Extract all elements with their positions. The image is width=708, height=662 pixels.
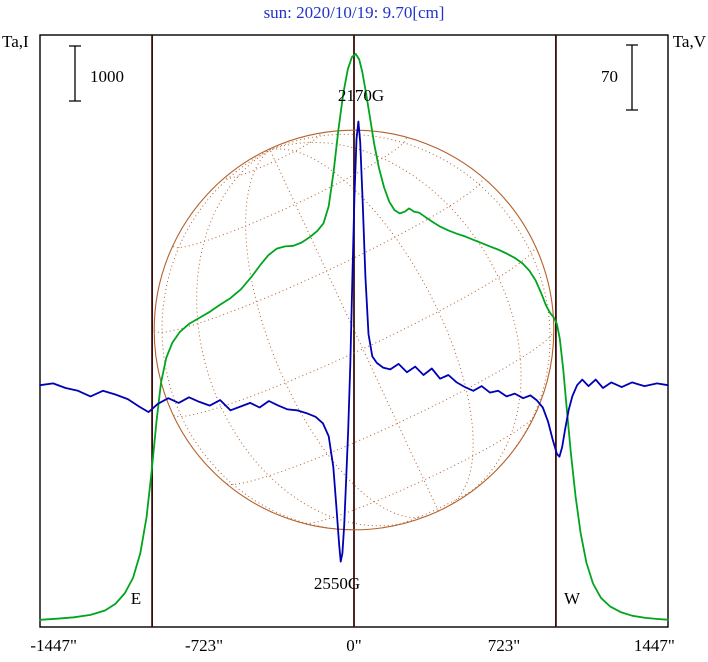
disk-grid-line (269, 141, 522, 496)
series-group (39, 53, 669, 621)
intensity-scale-bar (69, 45, 81, 102)
disk-grid-line (161, 149, 351, 531)
annotation-2550g: 2550G (314, 574, 360, 593)
annotation-2170g: 2170G (338, 86, 384, 105)
polarization-scale-bar (626, 44, 638, 111)
plot-title: sun: 2020/10/19: 9.70[cm] (264, 3, 445, 22)
right-axis-label: Ta,V (673, 32, 707, 51)
polarization-scale-label: 70 (601, 67, 618, 86)
disk-grid-line (196, 149, 409, 527)
disk-grid-line (269, 148, 474, 506)
disk-grid-line (269, 133, 551, 456)
series-ta-v (39, 120, 669, 563)
disk-grid-line (269, 149, 439, 512)
series-ta-i (39, 53, 669, 621)
x-tick-label: 723" (488, 636, 520, 655)
west-limb-label: W (564, 589, 581, 608)
east-limb-label: E (131, 589, 141, 608)
disk-grid-line (173, 246, 536, 417)
disk-grid-line (395, 487, 478, 526)
x-tick-label: -1447" (30, 636, 77, 655)
disk-grid-line (225, 134, 321, 179)
limb-lines-group (151, 35, 557, 627)
solar-limb-circle (153, 129, 555, 531)
x-tick-label: -723" (185, 636, 223, 655)
left-axis-label: Ta,I (2, 32, 29, 51)
x-tick-label: 1447" (634, 636, 675, 655)
solar-disk-grid (153, 129, 555, 531)
disk-grid-line (245, 149, 427, 519)
intensity-scale-label: 1000 (90, 67, 124, 86)
disk-grid-line (154, 177, 484, 333)
disk-grid-line (226, 331, 555, 485)
x-tick-label: 0" (346, 636, 361, 655)
